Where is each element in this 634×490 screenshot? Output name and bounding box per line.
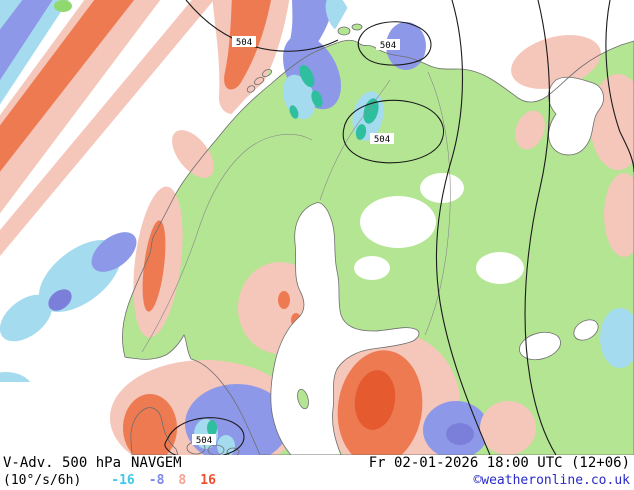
contour-labels: 504 504 504 504 xyxy=(192,36,400,446)
sea-layer xyxy=(270,77,604,455)
model-name: NAVGEM xyxy=(131,455,182,471)
footer-row-2: (10°/s/6h) -16 -8 8 16 ©weatheronline.co.uk xyxy=(0,472,634,489)
map-title: V-Adv. 500 hPa xyxy=(3,455,122,471)
color-legend: -16 -8 8 16 xyxy=(81,473,216,488)
legend-group: (10°/s/6h) -16 -8 8 16 xyxy=(3,472,216,489)
weather-map: 504 504 504 504 xyxy=(0,0,634,455)
footer-title-group: V-Adv. 500 hPa NAVGEM xyxy=(3,455,182,472)
legend-value-minus16: -16 xyxy=(111,473,135,488)
legend-value-minus8: -8 xyxy=(148,473,165,488)
svg-text:504: 504 xyxy=(236,38,252,48)
legend-value-plus16: 16 xyxy=(200,473,216,488)
copyright: ©weatheronline.co.uk xyxy=(473,473,630,488)
footer-row-1: V-Adv. 500 hPa NAVGEM Fr 02-01-2026 18:00… xyxy=(0,455,634,472)
map-area: 504 504 504 504 xyxy=(0,0,634,455)
svg-text:504: 504 xyxy=(374,135,390,145)
contour-label-4: 504 xyxy=(192,434,216,446)
contour-label-2: 504 xyxy=(376,39,400,51)
gotland-island xyxy=(297,389,309,409)
contour-label-1: 504 xyxy=(232,36,256,48)
footer: V-Adv. 500 hPa NAVGEM Fr 02-01-2026 18:00… xyxy=(0,455,634,490)
valid-datetime: Fr 02-01-2026 18:00 UTC (12+06) xyxy=(368,455,630,471)
svg-text:504: 504 xyxy=(196,436,212,446)
contour-label-3: 504 xyxy=(370,133,394,145)
legend-value-plus8: 8 xyxy=(178,473,187,488)
unit-label: (10°/s/6h) xyxy=(3,473,82,488)
svg-text:504: 504 xyxy=(380,41,396,51)
border-lines xyxy=(141,71,451,353)
